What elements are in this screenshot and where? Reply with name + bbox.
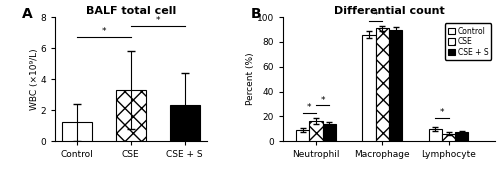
Y-axis label: WBC (×10⁹/L): WBC (×10⁹/L)	[30, 48, 39, 110]
Bar	[170, 105, 200, 141]
Bar	[389, 30, 402, 141]
Text: *: *	[102, 27, 106, 36]
Text: *: *	[320, 95, 325, 105]
Bar	[376, 28, 389, 141]
Bar	[310, 121, 322, 141]
Text: *: *	[307, 103, 312, 112]
Legend: Control, CSE, CSE + S: Control, CSE, CSE + S	[444, 24, 491, 60]
Bar	[362, 35, 376, 141]
Bar	[116, 90, 146, 141]
Bar	[296, 130, 310, 141]
Text: A: A	[22, 7, 32, 21]
Bar	[322, 124, 336, 141]
Title: Differential count: Differential count	[334, 6, 444, 16]
Bar	[455, 132, 468, 141]
Text: B: B	[251, 7, 262, 21]
Y-axis label: Percent (%): Percent (%)	[246, 53, 255, 105]
Title: BALF total cell: BALF total cell	[86, 6, 176, 16]
Bar	[428, 129, 442, 141]
Bar	[442, 134, 455, 141]
Text: *: *	[156, 16, 160, 25]
Bar	[62, 122, 92, 141]
Text: *: *	[440, 108, 444, 117]
Text: *: *	[374, 11, 378, 20]
